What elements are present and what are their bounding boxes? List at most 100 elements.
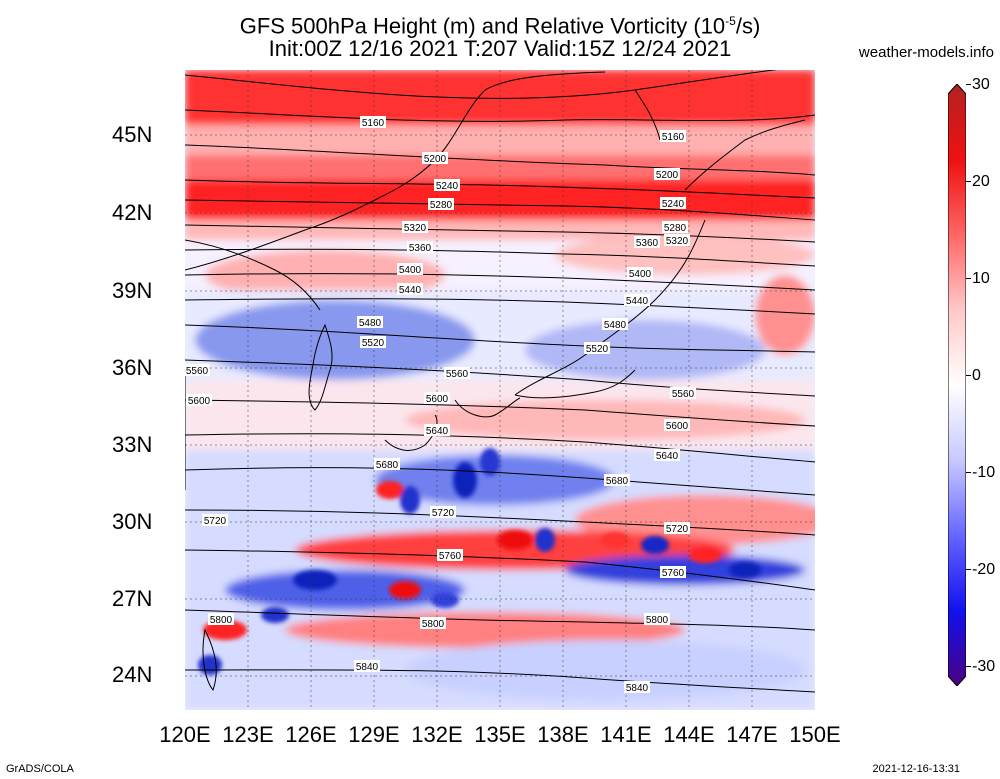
- colorbar-tick-mark: [966, 569, 971, 570]
- contour-label-5800: 5800: [210, 615, 233, 626]
- title-exponent: -5: [725, 14, 736, 28]
- map-grid: [185, 70, 815, 710]
- lon-tick-141E: 141E: [600, 722, 652, 747]
- lat-tick-36N: 36N: [112, 355, 153, 380]
- lon-tick-144E: 144E: [663, 722, 715, 747]
- contour-label-bg: [357, 316, 383, 328]
- contour-label-bg: [664, 522, 690, 534]
- lon-tick-123E: 123E: [222, 722, 274, 747]
- contour-label-bg: [664, 419, 690, 431]
- contour-label-bg: [654, 449, 680, 461]
- contour-label-5720: 5720: [204, 516, 227, 527]
- contour-label-5600: 5600: [426, 394, 449, 405]
- contour-label-bg: [660, 130, 686, 142]
- contour-label-5800: 5800: [646, 615, 669, 626]
- lat-tick-24N: 24N: [112, 662, 153, 687]
- contour-label-bg: [186, 394, 212, 406]
- contour-label-bg: [360, 336, 386, 348]
- contour-label-5440: 5440: [399, 285, 422, 296]
- contour-label-bg: [354, 660, 380, 672]
- contour-label-5720: 5720: [666, 524, 689, 535]
- contour-label-bg: [670, 387, 696, 399]
- contour-label-5640: 5640: [426, 426, 449, 437]
- lon-tick-126E: 126E: [285, 722, 337, 747]
- colorbar-tick-mark: [966, 278, 971, 279]
- lon-tick-129E: 129E: [348, 722, 400, 747]
- contour-label-5800: 5800: [422, 619, 445, 630]
- colorbar-tick: -30: [972, 658, 996, 675]
- contour-label-bg: [624, 294, 650, 306]
- chart-title-line1: GFS 500hPa Height (m) and Relative Vorti…: [0, 8, 1000, 39]
- contour-label-bg: [662, 221, 688, 233]
- contour-label-5520: 5520: [586, 344, 609, 355]
- lat-tick-45N: 45N: [112, 122, 153, 147]
- contour-label-bg: [202, 514, 228, 526]
- contour-label-bg: [660, 197, 686, 209]
- contour-labels: 5160 5160 5200 5200 5240 5240 5280 5280 5320 5320…: [185, 116, 696, 694]
- contour-label-bg: [208, 613, 234, 625]
- footer-software: GrADS/COLA: [6, 763, 74, 775]
- contour-label-5760: 5760: [439, 551, 462, 562]
- colorbar-tick: -10: [972, 464, 996, 481]
- colorbar-tick: 20: [972, 173, 990, 190]
- contour-label-bg: [624, 681, 650, 693]
- lon-tick-147E: 147E: [726, 722, 778, 747]
- contour-label-5840: 5840: [626, 683, 649, 694]
- contour-label-bg: [602, 318, 628, 330]
- contour-label-bg: [660, 566, 686, 578]
- footer-timestamp: 2021-12-16-13:31: [872, 763, 960, 775]
- contour-label-bg: [374, 458, 400, 470]
- colorbar-tick-mark: [966, 666, 971, 667]
- contour-label-bg: [424, 392, 450, 404]
- lat-tick-27N: 27N: [112, 586, 153, 611]
- contour-label-5560: 5560: [672, 389, 695, 400]
- colorbar-tick: 10: [972, 270, 990, 287]
- lat-tick-33N: 33N: [112, 432, 153, 457]
- contour-label-bg: [424, 424, 450, 436]
- contour-label-5400: 5400: [399, 265, 422, 276]
- colorbar-tick: 0: [972, 367, 981, 384]
- contour-label-5200: 5200: [656, 170, 679, 181]
- title-text: GFS 500hPa Height (m) and Relative Vorti…: [239, 13, 726, 39]
- contour-label-bg: [430, 506, 456, 518]
- contour-label-bg: [654, 168, 680, 180]
- contour-label-5480: 5480: [604, 320, 627, 331]
- colorbar-gradient: [948, 84, 966, 686]
- contour-label-5360: 5360: [636, 238, 659, 249]
- contour-label-5720: 5720: [432, 508, 455, 519]
- contour-label-5520: 5520: [362, 338, 385, 349]
- contour-label-bg: [434, 179, 460, 191]
- colorbar-tick: -20: [972, 561, 996, 578]
- lon-tick-138E: 138E: [537, 722, 589, 747]
- vorticity-map: 5160 5160 5200 5200 5240 5240 5280 5280 5320 5320…: [185, 70, 815, 710]
- contour-label-5400: 5400: [629, 269, 652, 280]
- contour-label-5200: 5200: [424, 154, 447, 165]
- contour-label-bg: [444, 367, 470, 379]
- contour-label-5640: 5640: [656, 451, 679, 462]
- contour-label-bg: [402, 221, 428, 233]
- contour-label-bg: [407, 241, 433, 253]
- contour-label-bg: [627, 267, 653, 279]
- contour-label-bg: [664, 234, 690, 246]
- contour-label-5440: 5440: [626, 296, 649, 307]
- contour-label-bg: [360, 116, 386, 128]
- colorbar-tick-mark: [966, 84, 971, 85]
- contour-label-bg: [604, 474, 630, 486]
- contour-label-5160: 5160: [662, 132, 685, 143]
- lon-tick-120E: 120E: [159, 722, 211, 747]
- contour-label-5240: 5240: [662, 199, 685, 210]
- contour-label-5160: 5160: [362, 118, 385, 129]
- lon-tick-132E: 132E: [411, 722, 463, 747]
- lat-tick-30N: 30N: [112, 509, 153, 534]
- site-credit: weather-models.info: [858, 44, 994, 61]
- contour-label-bg: [185, 364, 210, 376]
- contour-label-5560: 5560: [446, 369, 469, 380]
- lon-tick-135E: 135E: [474, 722, 526, 747]
- title-text-end: /s): [735, 13, 761, 39]
- contour-label-5280: 5280: [664, 223, 687, 234]
- lat-tick-42N: 42N: [112, 200, 153, 225]
- contour-label-bg: [397, 263, 423, 275]
- contour-label-bg: [634, 236, 660, 248]
- colorbar-tick-mark: [966, 375, 971, 376]
- contour-label-5240: 5240: [436, 181, 459, 192]
